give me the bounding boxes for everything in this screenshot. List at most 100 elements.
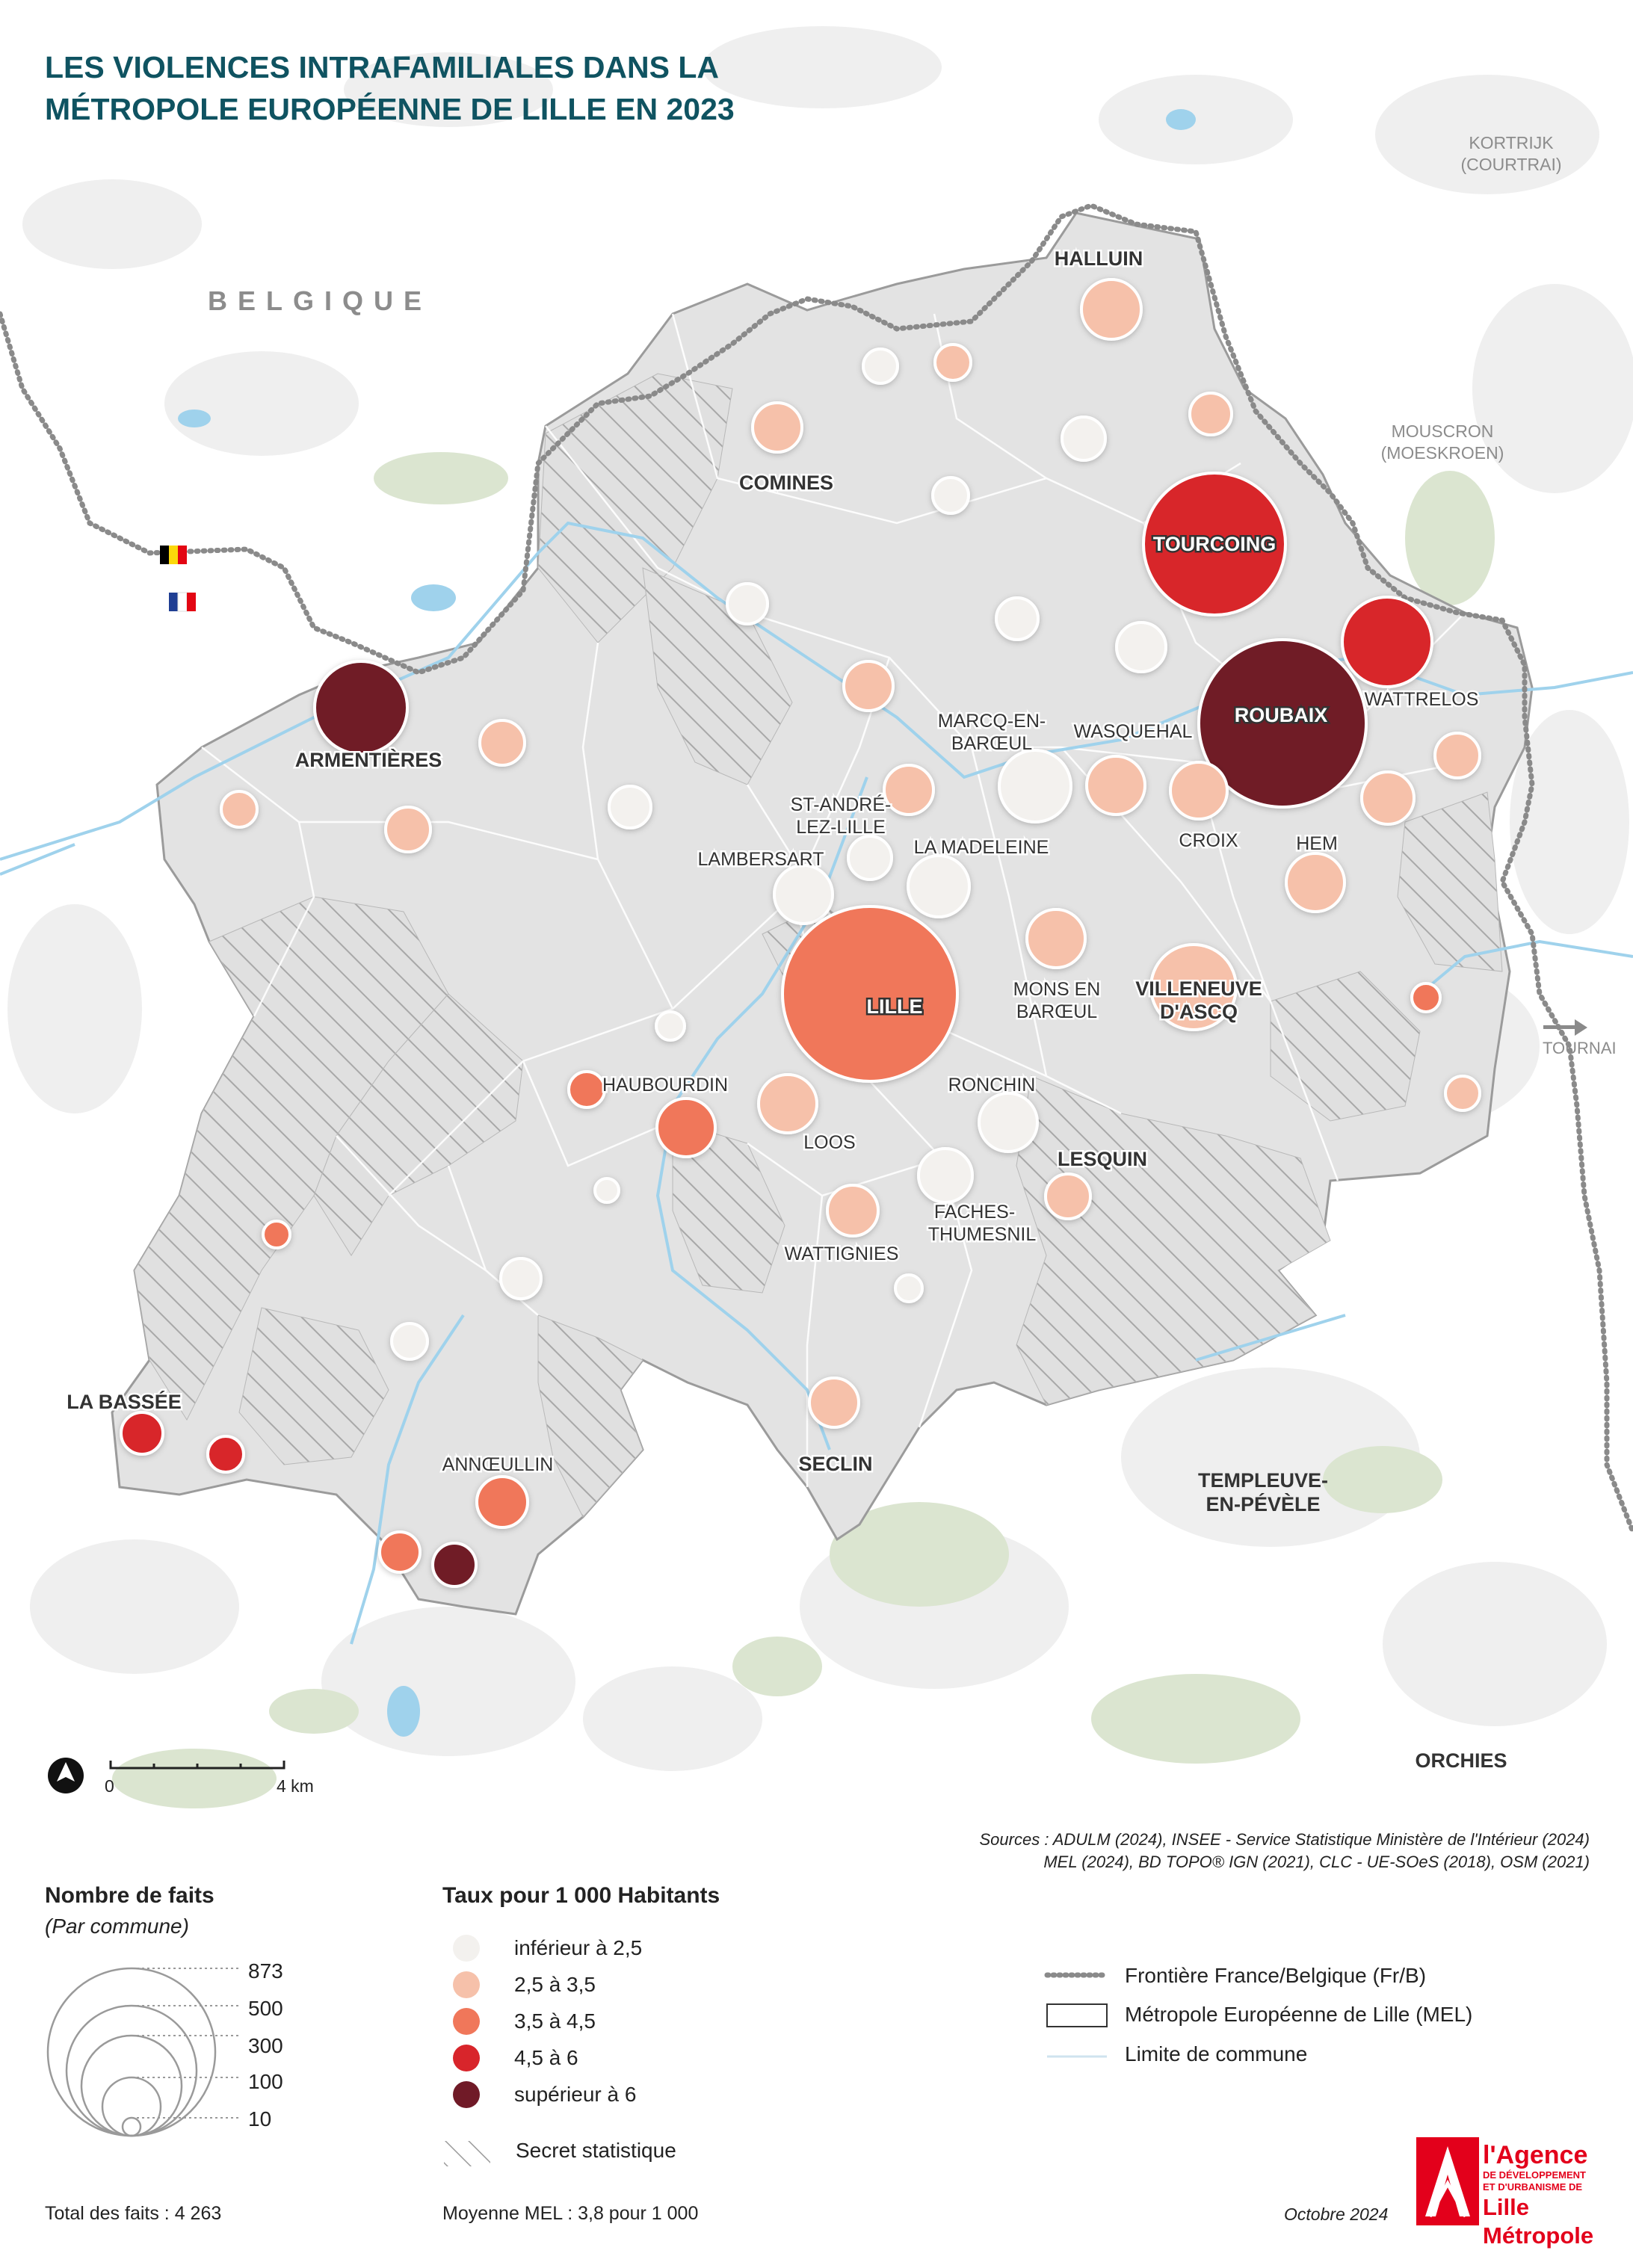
agency-logo-text: l'Agence DE DÉVELOPPEMENT ET D'URBANISME… <box>1483 2141 1633 2250</box>
belgium-flag-icon <box>160 546 187 564</box>
commune-symbol-51 <box>378 1530 422 1574</box>
france-belgium-border <box>0 203 1633 1535</box>
label-croix: CROIX <box>1179 830 1238 851</box>
label-st-andre-2: LEZ-LILLE <box>796 817 886 838</box>
mel-box-symbol <box>1046 2003 1108 2027</box>
commune-labels: HALLUIN COMINES TOURCOING ROUBAIX WATTRELOS A… <box>65 246 1481 1477</box>
legend-size-title: Nombre de faits <box>45 1883 214 1908</box>
logo-line-2: DE DÉVELOPPEMENT <box>1483 2169 1586 2181</box>
commune-symbol-48 <box>120 1411 164 1456</box>
legend-rate-gt6: supérieur à 6 <box>514 2083 637 2106</box>
label-courtrai: (COURTRAI) <box>1460 155 1561 174</box>
title-line-2: MÉTROPOLE EUROPÉENNE DE LILLE EN 2023 <box>45 92 735 126</box>
legend-mel: Métropole Européenne de Lille (MEL) <box>1125 2003 1473 2026</box>
commune-symbol-9 <box>995 596 1040 641</box>
label-faches-1: FACHES- <box>934 1202 1015 1223</box>
label-halluin: HALLUIN <box>1055 247 1143 270</box>
commune-symbol-7 <box>1142 472 1287 617</box>
legend-rate-lt25: inférieur à 2,5 <box>514 1936 643 1959</box>
commune-symbol-25 <box>847 835 893 881</box>
label-marcq-1: MARCQ-EN- <box>938 711 1046 732</box>
commune-symbol-29 <box>1025 908 1087 969</box>
size-legend-circles <box>46 1967 239 2137</box>
legend-size-10: 10 <box>248 2107 272 2131</box>
tournai-arrow-icon <box>1543 1019 1587 1036</box>
town-labels: TEMPLEUVE- EN-PÉVÈLE ORCHIES <box>1198 1469 1507 1772</box>
label-seclin: SECLIN <box>798 1453 872 1475</box>
label-mons-2: BARŒUL <box>1016 1001 1097 1022</box>
legend-size-300: 300 <box>248 2034 283 2057</box>
commune-symbol-44 <box>499 1257 543 1300</box>
commune-symbol-14 <box>842 660 895 712</box>
commune-symbol-36 <box>757 1073 818 1134</box>
commune-symbol-22 <box>1360 770 1416 826</box>
commune-symbol-38 <box>1444 1075 1481 1112</box>
swatch-45-6 <box>453 2045 480 2071</box>
legend-size-100: 100 <box>248 2070 283 2093</box>
label-la-bassee: LA BASSÉE <box>67 1390 182 1413</box>
label-kortrijk: KORTRIJK <box>1469 133 1554 152</box>
label-wattignies: WATTIGNIES <box>785 1243 899 1264</box>
commune-symbol-41 <box>826 1184 880 1237</box>
legend-border: Frontière France/Belgique (Fr/B) <box>1125 1964 1427 1987</box>
commune-symbol-43 <box>262 1220 291 1249</box>
commune-symbol-31 <box>1149 943 1238 1031</box>
commune-symbol-21 <box>883 764 935 816</box>
commune-symbol-35 <box>655 1097 717 1158</box>
label-lesquin: LESQUIN <box>1058 1148 1147 1170</box>
commune-symbol-28 <box>1285 852 1346 913</box>
label-anneullin: ANNŒULLIN <box>442 1454 554 1475</box>
legend-rate-title: Taux pour 1 000 Habitants <box>442 1883 720 1908</box>
scale-bar <box>109 1761 285 1770</box>
swatch-secret <box>444 2141 490 2166</box>
logo-line-4: Lille Métropole <box>1483 2194 1594 2249</box>
title-line-1: LES VIOLENCES INTRAFAMILIALES DANS LA <box>45 50 720 84</box>
label-wattrelos: WATTRELOS <box>1365 689 1479 710</box>
commune-symbol-27 <box>907 854 971 918</box>
commune-symbol-30 <box>781 905 959 1083</box>
commune-symbol-46 <box>390 1322 429 1361</box>
scale-four: 4 km <box>277 1776 314 1796</box>
commune-symbol-24 <box>384 806 432 853</box>
logo-line-3: ET D'URBANISME DE <box>1483 2181 1583 2193</box>
commune-symbol-6 <box>931 476 970 515</box>
commune-symbol-19 <box>1433 732 1481 779</box>
scale-zero: 0 <box>105 1776 114 1796</box>
secret-zones <box>134 373 1503 1518</box>
commune-symbol-11 <box>1341 596 1433 688</box>
map-title: LES VIOLENCES INTRAFAMILIALES DANS LA MÉ… <box>45 46 735 130</box>
label-mons-1: MONS EN <box>1013 979 1101 1000</box>
label-haubourdin: HAUBOURDIN <box>602 1075 728 1096</box>
mel-mean: Moyenne MEL : 3,8 pour 1 000 <box>442 2203 699 2224</box>
commune-symbol-2 <box>933 343 972 382</box>
label-moeskroen: (MOESKROEN) <box>1381 443 1504 463</box>
swatch-25-35 <box>453 1971 480 1998</box>
map: 0 4 km BELGIQUE KORTRIJK (COURTRAI) MOUS… <box>0 26 1633 1808</box>
commune-symbol-0 <box>1080 278 1143 341</box>
commune-symbol-52 <box>431 1542 478 1588</box>
commune-symbol-37 <box>978 1092 1039 1153</box>
commune-symbol-15 <box>478 719 526 767</box>
sources-line-1: Sources : ADULM (2024), INSEE - Service … <box>979 1830 1590 1849</box>
swatch-gt6 <box>453 2081 480 2108</box>
commune-symbol-16 <box>998 749 1072 824</box>
commune-symbol-17 <box>1085 755 1146 816</box>
date: Octobre 2024 <box>1284 2204 1389 2224</box>
legend-rate-25-35: 2,5 à 3,5 <box>514 1973 596 1996</box>
logo-line-1: l'Agence <box>1483 2141 1588 2169</box>
commune-symbol-50 <box>475 1475 529 1529</box>
sources: Sources : ADULM (2024), INSEE - Service … <box>693 1829 1590 1873</box>
commune-symbol-3 <box>751 401 803 454</box>
commune-symbol-18 <box>1169 761 1229 821</box>
label-la-madeleine: LA MADELEINE <box>914 837 1049 858</box>
commune-symbol-23 <box>220 790 259 829</box>
commune-symbol-5 <box>1188 392 1233 436</box>
north-arrow-icon <box>48 1758 84 1793</box>
rate-legend-swatches <box>444 1935 490 2166</box>
label-armentieres: ARMENTIÈRES <box>295 748 442 771</box>
label-villeneuve-1: VILLENEUVE <box>1135 977 1262 1000</box>
legend-size-873: 873 <box>248 1959 283 1983</box>
commune-symbol-45 <box>894 1273 924 1303</box>
commune-symbol-34 <box>567 1070 606 1109</box>
france-flag-icon <box>169 592 196 612</box>
